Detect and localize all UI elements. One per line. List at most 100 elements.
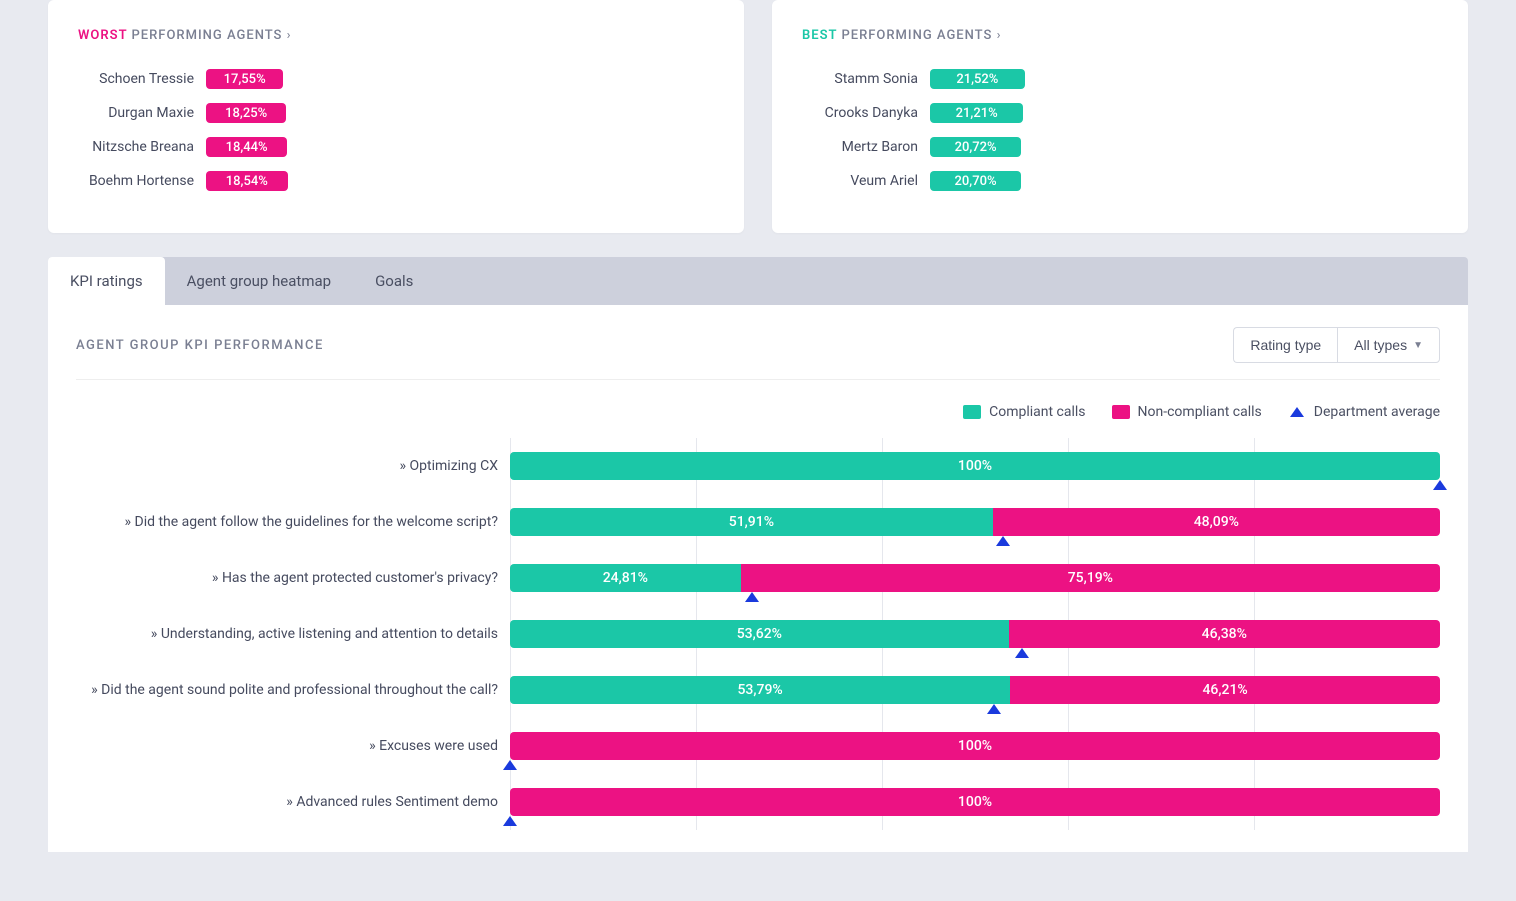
bar-segment[interactable]: 46,38% (1009, 620, 1440, 648)
agent-bar-wrap: 17,55% (206, 69, 714, 89)
legend-noncompliant-swatch (1112, 405, 1130, 419)
bar-segment[interactable]: 53,62% (510, 620, 1009, 648)
legend-marker-icon (1288, 405, 1306, 419)
bar-label: » Did the agent sound polite and profess… (76, 662, 510, 718)
bar-track: 24,81%75,19% (510, 564, 1440, 592)
bar-track: 100% (510, 788, 1440, 816)
agent-row[interactable]: Durgan Maxie18,25% (78, 103, 714, 123)
worst-rest: PERFORMING AGENTS (131, 28, 282, 43)
agent-name: Mertz Baron (802, 139, 930, 155)
tab-kpi-ratings[interactable]: KPI ratings (48, 257, 165, 305)
agent-bar-wrap: 18,54% (206, 171, 714, 191)
bar-label: » Advanced rules Sentiment demo (76, 774, 510, 830)
bar-row: 51,91%48,09% (510, 494, 1440, 550)
bar-segment[interactable]: 100% (510, 732, 1440, 760)
agent-bar: 21,52% (930, 69, 1025, 89)
agent-name: Crooks Danyka (802, 105, 930, 121)
agent-bar: 20,72% (930, 137, 1021, 157)
agent-bar: 21,21% (930, 103, 1023, 123)
tab-goals[interactable]: Goals (353, 257, 435, 305)
bar-segment[interactable]: 75,19% (741, 564, 1440, 592)
bar-row: 53,79%46,21% (510, 662, 1440, 718)
all-types-label: All types (1354, 337, 1407, 353)
bar-track: 51,91%48,09% (510, 508, 1440, 536)
agent-name: Nitzsche Breana (78, 139, 206, 155)
agent-row[interactable]: Stamm Sonia21,52% (802, 69, 1438, 89)
chart-labels: » Optimizing CX» Did the agent follow th… (76, 438, 510, 830)
caret-down-icon: ▼ (1413, 340, 1423, 351)
bar-track: 100% (510, 452, 1440, 480)
worst-agents-card: WORST PERFORMING AGENTS › Schoen Tressie… (48, 0, 744, 233)
chart-legend: Compliant calls Non-compliant calls Depa… (76, 404, 1440, 420)
bar-label: » Understanding, active listening and at… (76, 606, 510, 662)
best-highlight: BEST (802, 28, 837, 43)
bar-track: 53,79%46,21% (510, 676, 1440, 704)
legend-compliant-label: Compliant calls (989, 404, 1085, 420)
tab-agent-group-heatmap[interactable]: Agent group heatmap (165, 257, 353, 305)
panel-controls: Rating type All types ▼ (1233, 327, 1440, 363)
bar-segment[interactable]: 100% (510, 452, 1440, 480)
bar-row: 24,81%75,19% (510, 550, 1440, 606)
kpi-panel: AGENT GROUP KPI PERFORMANCE Rating type … (48, 305, 1468, 852)
legend-dept-avg-label: Department average (1314, 404, 1440, 420)
bar-row: 100% (510, 718, 1440, 774)
panel-header: AGENT GROUP KPI PERFORMANCE Rating type … (76, 327, 1440, 380)
agent-bar: 18,54% (206, 171, 288, 191)
all-types-dropdown[interactable]: All types ▼ (1337, 327, 1440, 363)
bar-segment[interactable]: 53,79% (510, 676, 1010, 704)
bar-segment[interactable]: 24,81% (510, 564, 741, 592)
agent-row[interactable]: Boehm Hortense18,54% (78, 171, 714, 191)
agent-row[interactable]: Schoen Tressie17,55% (78, 69, 714, 89)
bar-segment[interactable]: 48,09% (993, 508, 1440, 536)
agent-name: Schoen Tressie (78, 71, 206, 87)
bar-label: » Did the agent follow the guidelines fo… (76, 494, 510, 550)
best-agents-list: Stamm Sonia21,52%Crooks Danyka21,21%Mert… (802, 69, 1438, 191)
agent-bar-wrap: 20,70% (930, 171, 1438, 191)
bar-segment[interactable]: 46,21% (1010, 676, 1440, 704)
agent-bar-wrap: 20,72% (930, 137, 1438, 157)
agent-name: Boehm Hortense (78, 173, 206, 189)
agent-bar: 17,55% (206, 69, 283, 89)
bar-segment[interactable]: 51,91% (510, 508, 993, 536)
best-card-title[interactable]: BEST PERFORMING AGENTS › (802, 28, 1438, 43)
top-cards: WORST PERFORMING AGENTS › Schoen Tressie… (48, 0, 1468, 233)
panel-title: AGENT GROUP KPI PERFORMANCE (76, 338, 324, 353)
best-rest: PERFORMING AGENTS (841, 28, 992, 43)
chart-bars: 100% 51,91%48,09% 24,81%75,19% 53,62%46,38%… (510, 438, 1440, 830)
bar-label: » Has the agent protected customer's pri… (76, 550, 510, 606)
bar-segment[interactable]: 100% (510, 788, 1440, 816)
legend-noncompliant-label: Non-compliant calls (1138, 404, 1262, 420)
kpi-chart: » Optimizing CX» Did the agent follow th… (76, 438, 1440, 830)
bar-track: 53,62%46,38% (510, 620, 1440, 648)
legend-noncompliant[interactable]: Non-compliant calls (1112, 404, 1262, 420)
agent-row[interactable]: Mertz Baron20,72% (802, 137, 1438, 157)
best-agents-card: BEST PERFORMING AGENTS › Stamm Sonia21,5… (772, 0, 1468, 233)
dept-avg-marker (503, 760, 517, 770)
legend-compliant-swatch (963, 405, 981, 419)
dept-avg-marker (1433, 480, 1447, 490)
worst-card-title[interactable]: WORST PERFORMING AGENTS › (78, 28, 714, 43)
tabs: KPI ratingsAgent group heatmapGoals (48, 257, 1468, 305)
legend-compliant[interactable]: Compliant calls (963, 404, 1085, 420)
agent-name: Stamm Sonia (802, 71, 930, 87)
agent-name: Veum Ariel (802, 173, 930, 189)
agent-bar-wrap: 21,52% (930, 69, 1438, 89)
dept-avg-marker (987, 704, 1001, 714)
agent-bar-wrap: 18,25% (206, 103, 714, 123)
dept-avg-marker (745, 592, 759, 602)
rating-type-button[interactable]: Rating type (1233, 327, 1337, 363)
agent-bar: 18,25% (206, 103, 286, 123)
agent-bar-wrap: 18,44% (206, 137, 714, 157)
best-chevron-icon: › (997, 28, 1002, 43)
bar-row: 100% (510, 774, 1440, 830)
agent-bar: 20,70% (930, 171, 1021, 191)
agent-row[interactable]: Nitzsche Breana18,44% (78, 137, 714, 157)
agent-bar: 18,44% (206, 137, 287, 157)
bar-label: » Excuses were used (76, 718, 510, 774)
agent-row[interactable]: Veum Ariel20,70% (802, 171, 1438, 191)
worst-agents-list: Schoen Tressie17,55% Durgan Maxie18,25% Ni… (78, 69, 714, 191)
legend-dept-avg[interactable]: Department average (1288, 404, 1440, 420)
bar-label: » Optimizing CX (76, 438, 510, 494)
agent-row[interactable]: Crooks Danyka21,21% (802, 103, 1438, 123)
agent-bar-wrap: 21,21% (930, 103, 1438, 123)
